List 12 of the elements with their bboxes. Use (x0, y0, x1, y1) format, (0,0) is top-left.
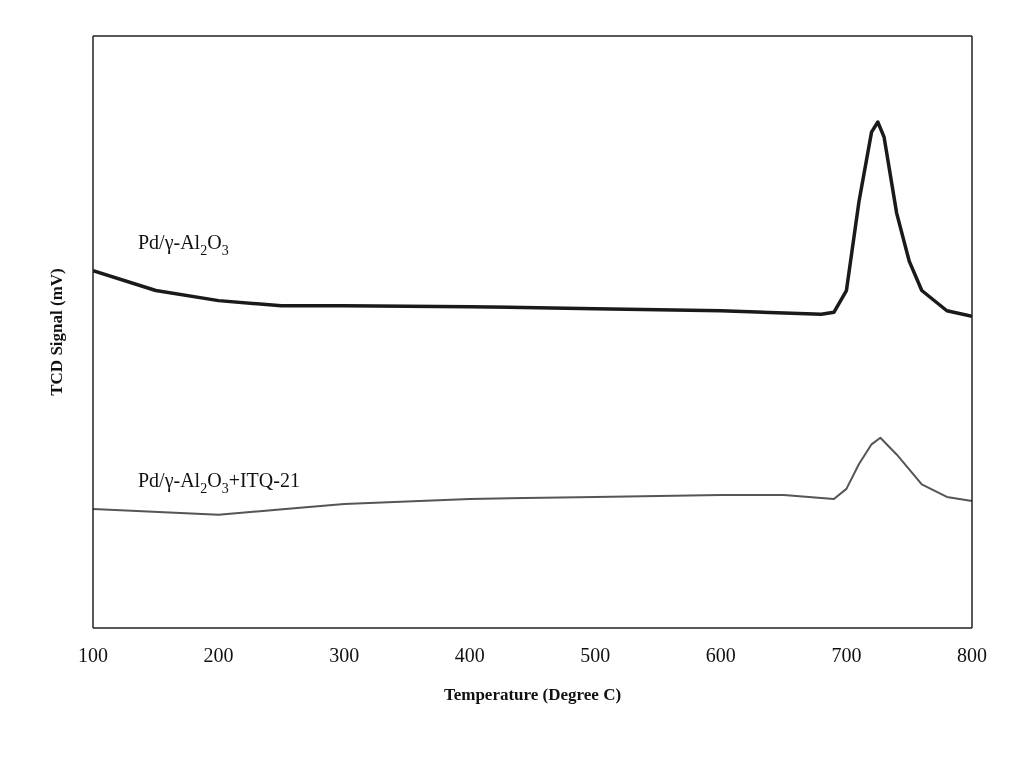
series-label: Pd/γ-Al$_{2}$O$_{3}$ (138, 230, 229, 258)
x-tick-label: 800 (957, 644, 987, 667)
x-tick-label: 700 (831, 644, 862, 667)
x-axis-title: Temperature (Degree C) (443, 685, 622, 704)
y-axis-title: TCD Signal (mV) (47, 268, 67, 396)
x-tick-label: 500 (580, 644, 611, 667)
x-tick-label: 200 (203, 644, 234, 667)
x-tick-label: 600 (705, 644, 736, 667)
x-tick-label: 100 (78, 644, 108, 667)
x-tick-label: 400 (454, 644, 485, 667)
series-label: Pd/γ-Al$_{2}$O$_{3}$+ITQ-21 (138, 469, 300, 497)
x-tick-label: 300 (329, 644, 360, 667)
